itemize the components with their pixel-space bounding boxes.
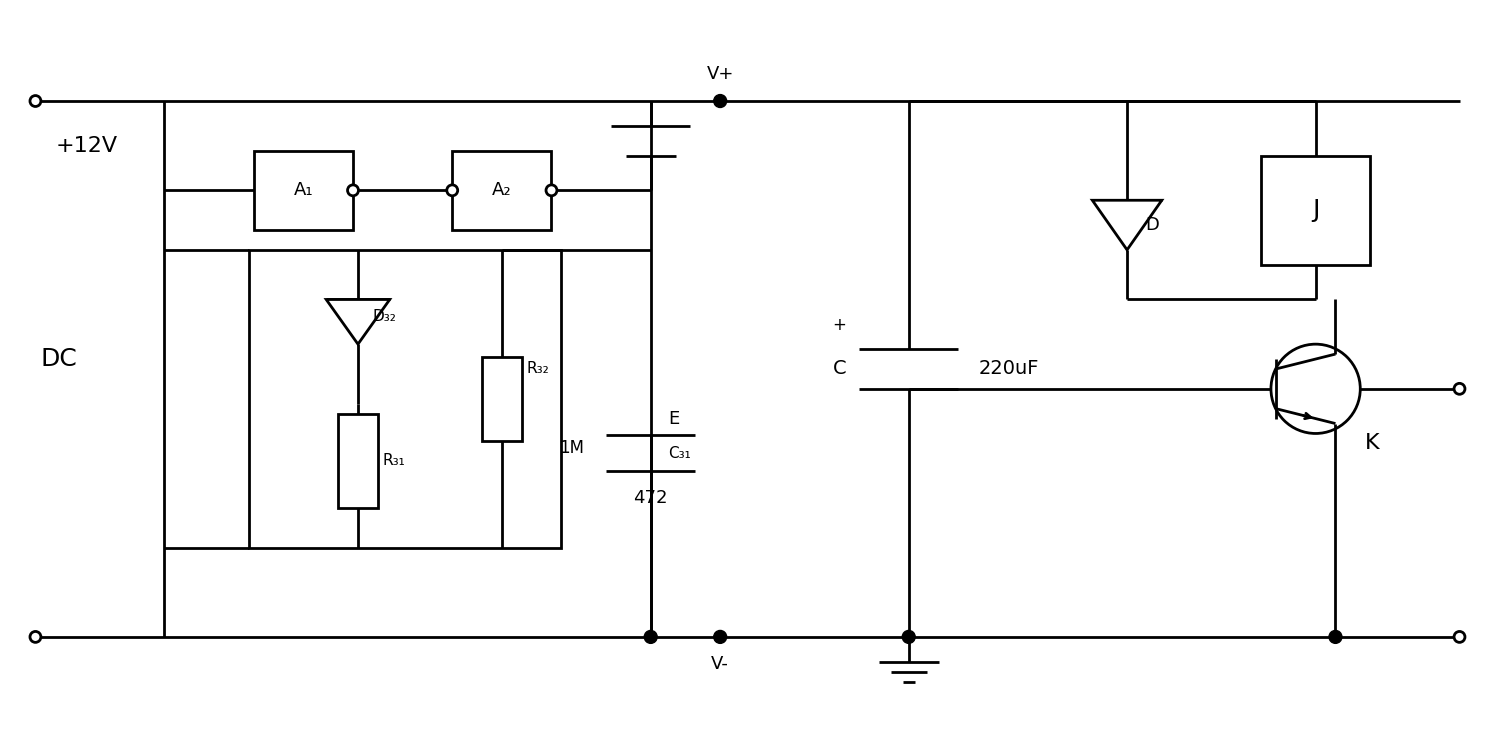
Polygon shape xyxy=(326,300,390,344)
Bar xyxy=(1260,155,1370,265)
Text: V+: V+ xyxy=(707,65,734,83)
Circle shape xyxy=(644,631,658,644)
Text: +: + xyxy=(832,316,847,334)
Text: C₃₁: C₃₁ xyxy=(668,446,692,461)
Circle shape xyxy=(446,185,458,196)
Text: K: K xyxy=(1364,434,1379,453)
Circle shape xyxy=(902,631,915,644)
Bar xyxy=(452,151,552,230)
Circle shape xyxy=(1329,631,1342,644)
Circle shape xyxy=(30,95,40,106)
Bar xyxy=(248,250,561,547)
Circle shape xyxy=(714,631,726,644)
Text: DC: DC xyxy=(40,347,77,371)
Circle shape xyxy=(30,631,40,642)
Text: +12V: +12V xyxy=(55,136,118,156)
Bar xyxy=(338,413,378,508)
Text: 1M: 1M xyxy=(559,440,583,457)
Text: A₁: A₁ xyxy=(293,182,312,199)
Circle shape xyxy=(1454,383,1466,394)
Text: J: J xyxy=(1312,198,1320,222)
Text: A₂: A₂ xyxy=(493,182,512,199)
Text: 220uF: 220uF xyxy=(978,359,1039,378)
Polygon shape xyxy=(1092,200,1162,250)
Circle shape xyxy=(714,95,726,107)
Circle shape xyxy=(348,185,359,196)
Text: E: E xyxy=(668,410,680,428)
Bar xyxy=(482,356,522,441)
Text: R₃₂: R₃₂ xyxy=(527,362,549,376)
Text: D₃₂: D₃₂ xyxy=(373,309,397,324)
Text: V-: V- xyxy=(711,655,729,673)
Circle shape xyxy=(1454,631,1466,642)
Text: R₃₁: R₃₁ xyxy=(382,453,406,468)
Text: C: C xyxy=(832,359,847,378)
Text: D: D xyxy=(1144,216,1159,234)
Text: 472: 472 xyxy=(634,489,668,507)
Circle shape xyxy=(546,185,557,196)
Bar xyxy=(254,151,353,230)
